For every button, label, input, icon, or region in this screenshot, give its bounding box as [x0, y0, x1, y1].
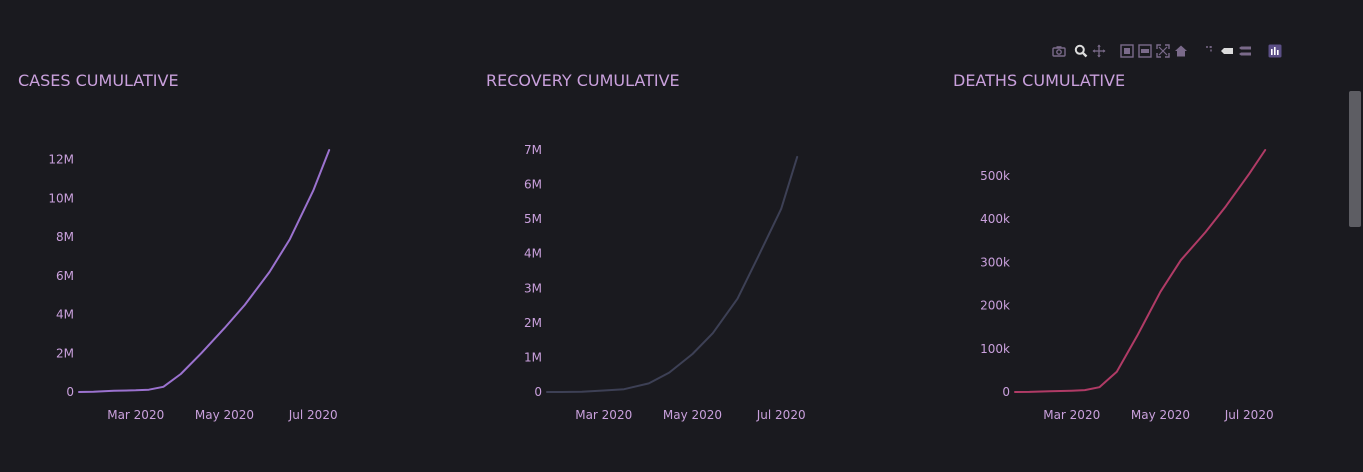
y-tick-label: 1M [524, 350, 542, 364]
y-tick-label: 3M [524, 281, 542, 295]
x-tick-label: Jul 2020 [756, 408, 806, 422]
y-tick-label: 6M [56, 269, 74, 283]
y-tick-label: 7M [524, 143, 542, 157]
y-tick-label: 100k [980, 342, 1010, 356]
series-line[interactable] [79, 150, 329, 392]
series-line[interactable] [1015, 150, 1265, 392]
y-tick-label: 2M [524, 316, 542, 330]
x-tick-label: May 2020 [1131, 408, 1190, 422]
y-tick-label: 0 [534, 385, 542, 399]
x-tick-label: Mar 2020 [107, 408, 164, 422]
scrollbar-track[interactable] [1347, 0, 1363, 472]
y-tick-label: 0 [1002, 385, 1010, 399]
y-tick-label: 500k [980, 169, 1010, 183]
y-tick-label: 8M [56, 230, 74, 244]
y-tick-label: 12M [48, 153, 74, 167]
y-tick-label: 200k [980, 299, 1010, 313]
chart-title: RECOVERY CUMULATIVE [486, 71, 680, 90]
series-line[interactable] [547, 157, 797, 392]
y-tick-label: 5M [524, 212, 542, 226]
x-tick-label: May 2020 [663, 408, 722, 422]
y-tick-label: 10M [48, 191, 74, 205]
x-tick-label: Mar 2020 [575, 408, 632, 422]
chart-title: DEATHS CUMULATIVE [953, 71, 1125, 90]
scrollbar-thumb[interactable] [1349, 91, 1361, 227]
y-tick-label: 4M [56, 308, 74, 322]
y-tick-label: 6M [524, 178, 542, 192]
y-tick-label: 300k [980, 255, 1010, 269]
x-tick-label: Mar 2020 [1043, 408, 1100, 422]
chart-title: CASES CUMULATIVE [18, 71, 179, 90]
x-tick-label: Jul 2020 [1224, 408, 1274, 422]
x-tick-label: May 2020 [195, 408, 254, 422]
y-tick-label: 2M [56, 346, 74, 360]
x-tick-label: Jul 2020 [288, 408, 338, 422]
y-tick-label: 0 [66, 385, 74, 399]
y-tick-label: 400k [980, 212, 1010, 226]
y-tick-label: 4M [524, 247, 542, 261]
